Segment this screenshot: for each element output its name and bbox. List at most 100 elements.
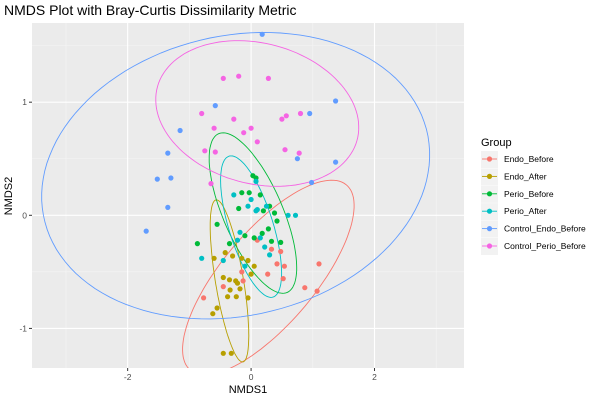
legend-item-endo-before: Endo_Before <box>481 151 554 168</box>
point-control-perio-before <box>248 125 254 131</box>
ellipse-endo-before <box>182 179 355 368</box>
minor-gridlines <box>32 23 464 368</box>
point-endo-before <box>316 261 322 267</box>
ellipse-perio-before <box>208 132 298 294</box>
data-points <box>143 31 339 356</box>
legend-key-point <box>486 191 493 197</box>
point-perio-after <box>263 203 270 209</box>
point-perio-after <box>262 244 268 250</box>
point-control-perio-before <box>283 113 289 119</box>
point-endo-after <box>228 350 234 356</box>
plot-panel <box>32 23 464 368</box>
point-control-perio-before <box>199 110 205 117</box>
point-endo-after <box>211 255 217 261</box>
legend-key-point <box>486 173 493 179</box>
point-perio-before <box>257 192 263 198</box>
point-perio-before <box>278 239 284 245</box>
point-perio-before <box>265 226 271 232</box>
x-axis-label: NMDS1 <box>229 384 268 396</box>
legend-item-control-endo-before: Control_Endo_Before <box>481 220 586 238</box>
point-endo-after <box>245 295 251 301</box>
point-endo-after <box>251 263 257 269</box>
point-endo-before <box>220 284 226 290</box>
point-control-perio-before <box>282 147 288 153</box>
point-endo-before <box>268 246 275 252</box>
point-perio-after <box>267 252 273 258</box>
y-tick-label: -1 <box>19 323 27 333</box>
point-control-endo-before <box>177 127 183 134</box>
point-control-perio-before <box>297 110 304 117</box>
point-perio-before <box>260 208 266 214</box>
point-control-perio-before <box>211 125 217 131</box>
point-perio-after <box>199 255 205 261</box>
point-control-perio-before <box>231 116 237 122</box>
point-perio-after <box>257 235 263 241</box>
point-control-endo-before <box>212 103 218 109</box>
ellipse-control-endo-before <box>41 32 431 320</box>
legend-label: Endo_Before <box>504 154 554 164</box>
point-control-endo-before <box>307 110 313 117</box>
point-perio-before <box>251 235 257 241</box>
point-perio-after <box>254 207 260 213</box>
point-endo-after <box>233 294 239 300</box>
point-perio-after <box>237 229 243 235</box>
legend-item-control-perio-before: Control_Perio_Before <box>481 238 586 255</box>
point-control-perio-before <box>208 181 214 187</box>
point-endo-after <box>214 305 220 311</box>
point-control-perio-before <box>279 116 285 122</box>
point-control-endo-before <box>165 204 171 210</box>
point-endo-after <box>222 250 228 256</box>
point-endo-before <box>239 269 245 275</box>
point-perio-before <box>214 221 220 227</box>
point-control-perio-before <box>254 139 260 145</box>
point-control-endo-before <box>309 179 315 186</box>
point-perio-after <box>253 178 259 184</box>
point-endo-after <box>220 350 226 356</box>
confidence-ellipses <box>41 32 431 368</box>
legend-label: Control_Endo_Before <box>504 224 586 234</box>
x-axis: -2 0 2 <box>124 368 377 382</box>
legend-label: Control_Perio_Before <box>504 241 586 251</box>
point-perio-before <box>259 230 265 236</box>
legend-item-perio-before: Perio_Before <box>481 185 554 203</box>
point-control-endo-before <box>333 159 339 165</box>
point-perio-before <box>194 241 200 247</box>
y-axis: -1 0 1 <box>19 97 32 333</box>
point-control-endo-before <box>143 228 149 234</box>
x-tick-label: 0 <box>249 372 254 382</box>
legend-item-endo-after: Endo_After <box>481 168 547 186</box>
point-control-perio-before <box>236 73 242 79</box>
point-control-endo-before <box>168 175 174 181</box>
point-perio-before <box>236 205 242 212</box>
point-endo-after <box>210 311 216 317</box>
point-control-endo-before <box>333 98 339 104</box>
point-perio-after <box>248 196 254 203</box>
point-perio-after <box>292 212 299 218</box>
point-perio-after <box>285 212 291 218</box>
point-control-perio-before <box>202 148 208 154</box>
point-control-perio-before <box>241 130 247 136</box>
legend-item-perio-after: Perio_After <box>481 203 547 221</box>
legend-title: Group <box>481 137 512 149</box>
legend: Group Endo_Before Endo_After Perio_Before P… <box>481 137 586 255</box>
point-control-endo-before <box>294 156 300 162</box>
point-endo-after <box>248 271 254 277</box>
y-axis-label: NMDS2 <box>3 177 15 216</box>
point-perio-before <box>242 233 248 239</box>
point-perio-after <box>231 192 237 198</box>
point-endo-after <box>230 253 236 259</box>
point-control-perio-before <box>296 150 302 156</box>
point-endo-after <box>227 287 233 293</box>
major-gridlines <box>32 23 464 368</box>
point-endo-after <box>239 255 245 261</box>
point-perio-before <box>226 241 233 247</box>
point-endo-before <box>201 295 207 301</box>
point-perio-after <box>234 237 241 243</box>
point-perio-before <box>271 210 278 216</box>
legend-key-point <box>486 156 493 162</box>
x-tick-label: -2 <box>124 372 132 382</box>
point-endo-before <box>240 278 246 284</box>
ellipse-control-perio-before <box>155 40 360 187</box>
chart-title: NMDS Plot with Bray-Curtis Dissimilarity… <box>4 2 296 18</box>
point-endo-before <box>278 248 284 255</box>
